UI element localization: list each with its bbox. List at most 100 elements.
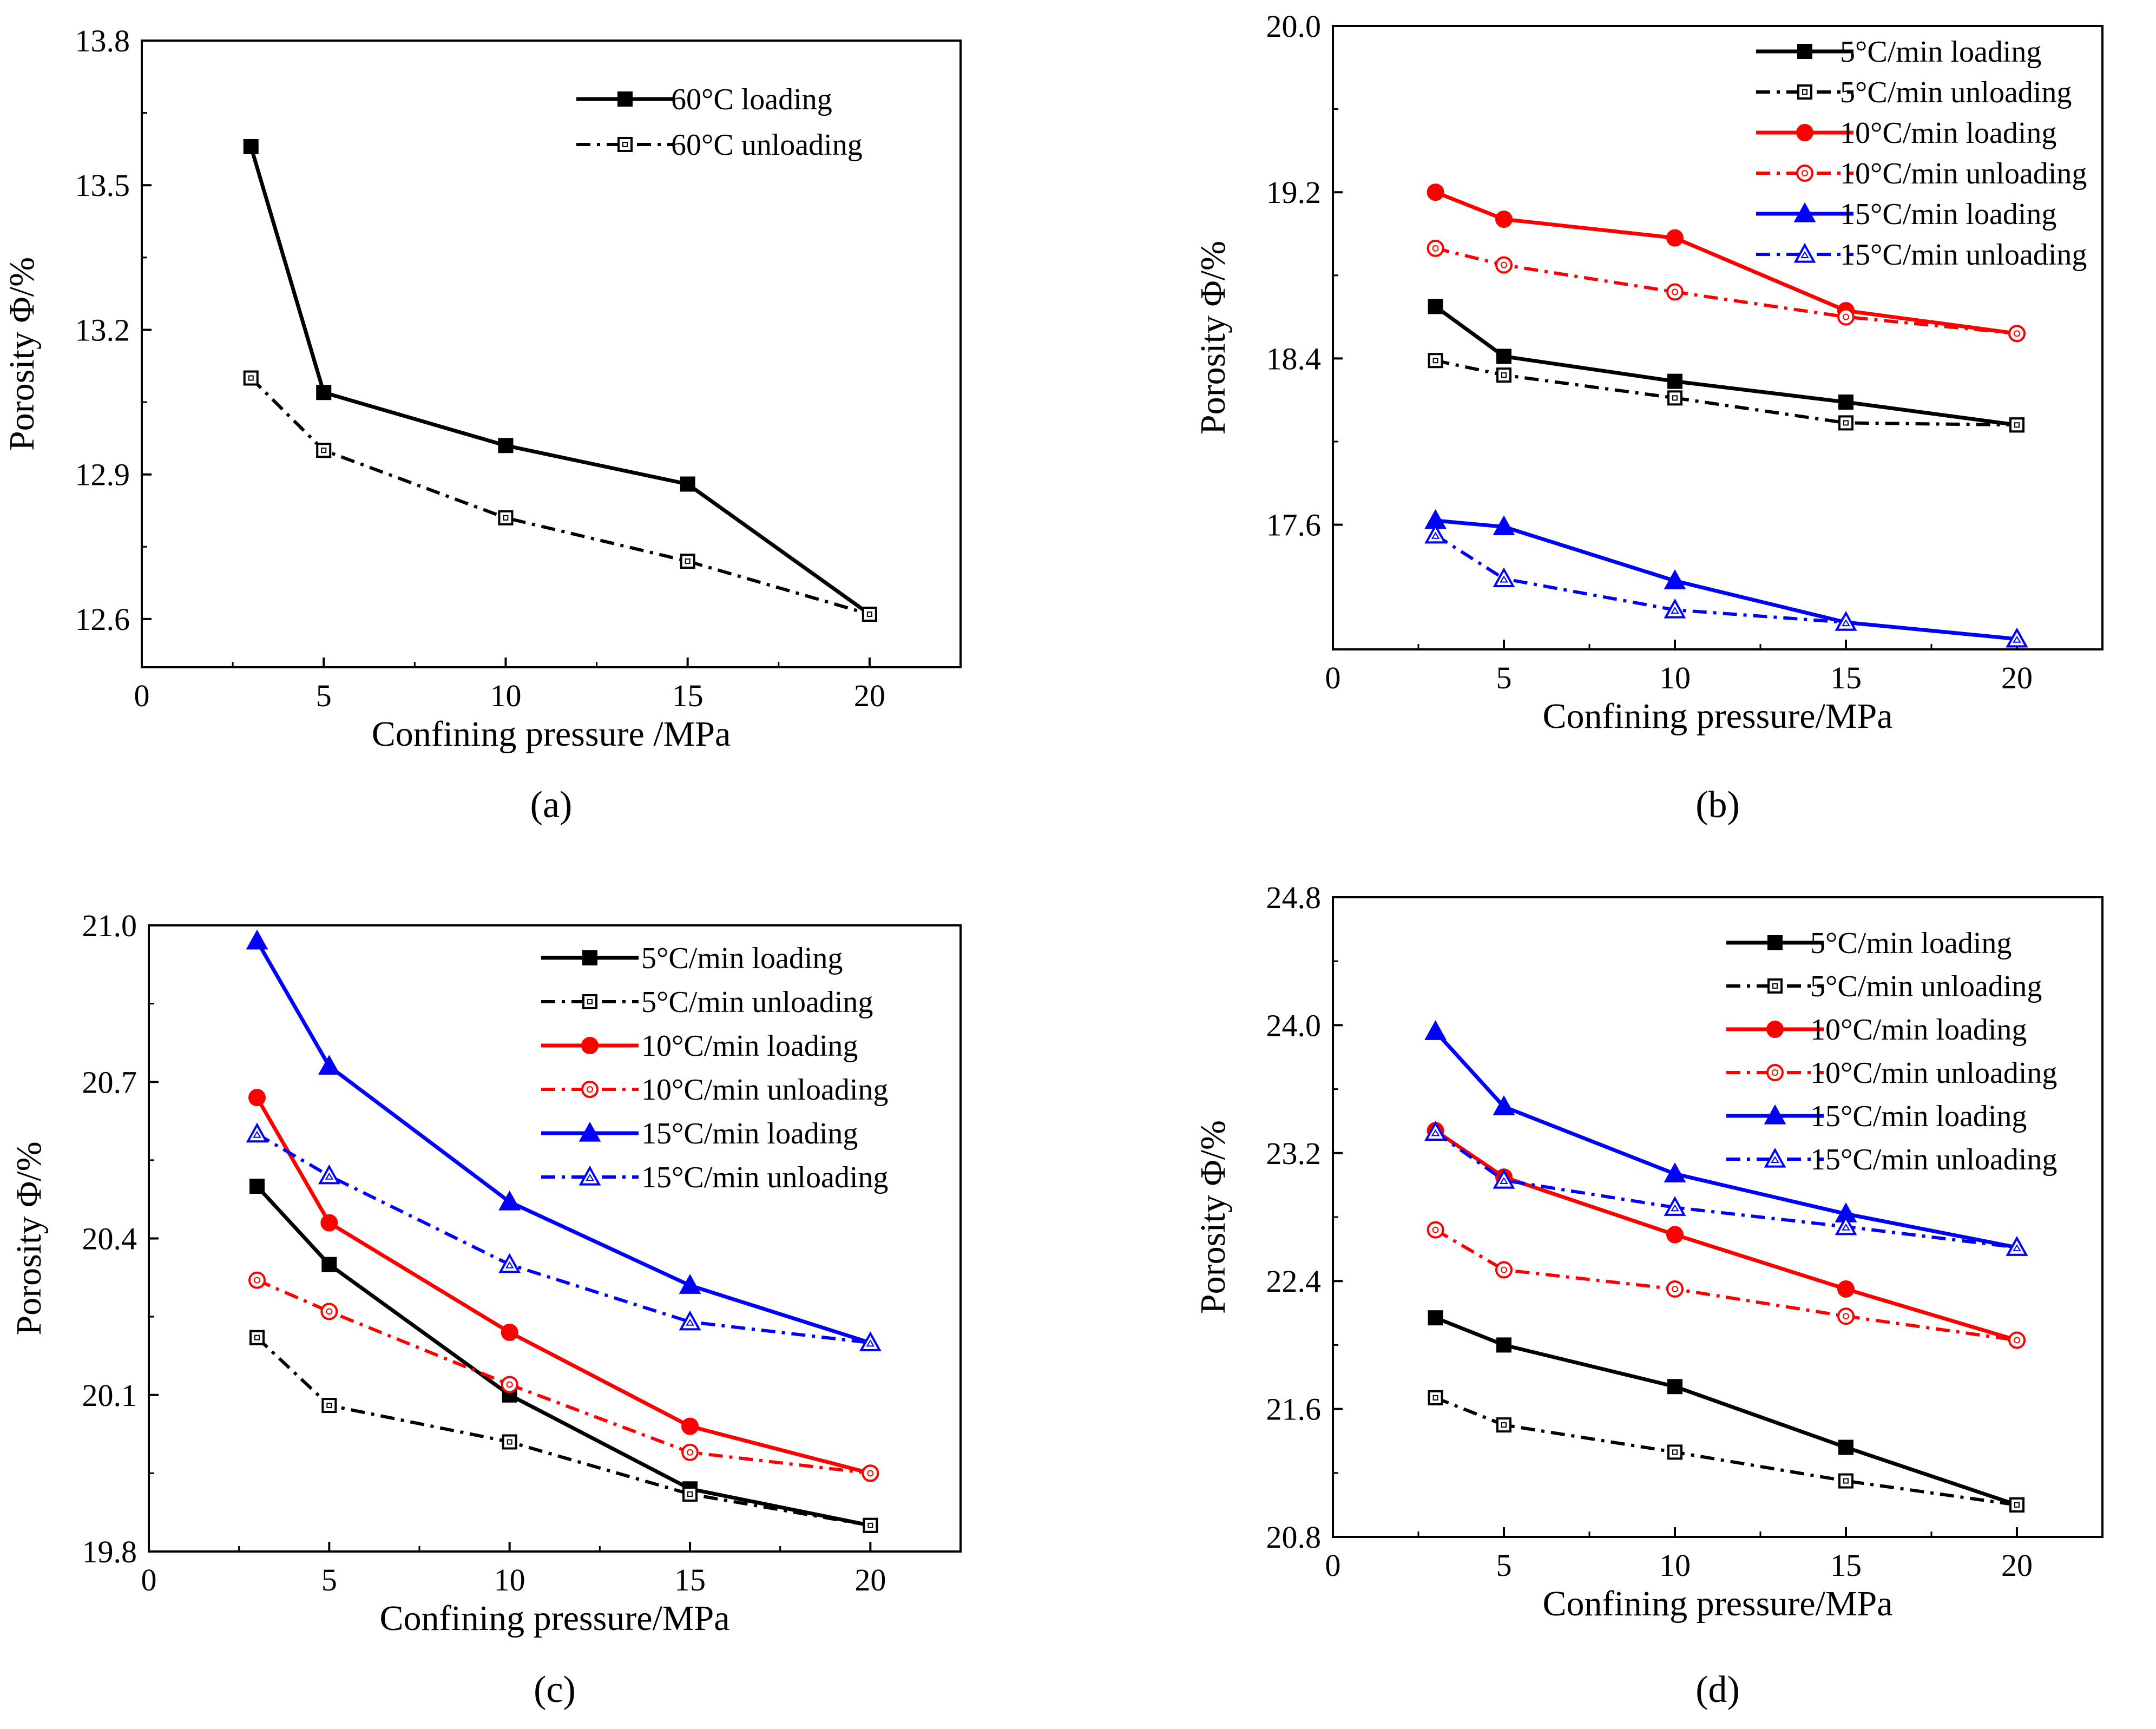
data-point-inner <box>2014 330 2020 337</box>
data-point <box>1427 183 1444 201</box>
data-point <box>1835 610 1857 631</box>
series-3: 10°C/min unloading <box>1427 157 2087 343</box>
y-tick-label: 23.2 <box>1266 1136 1322 1171</box>
series-line <box>1435 518 2017 641</box>
data-point <box>1496 1417 1511 1433</box>
data-point-inner <box>1843 1313 1849 1320</box>
data-point <box>1496 1337 1511 1353</box>
data-point-inner <box>253 1130 261 1138</box>
data-point-inner <box>1671 1204 1679 1212</box>
y-tick-label: 20.7 <box>82 1064 137 1100</box>
data-point-inner <box>325 1172 334 1180</box>
data-point <box>863 1517 878 1533</box>
data-point <box>502 1434 517 1450</box>
data-point <box>679 1310 701 1331</box>
legend-marker-inner <box>1802 170 1808 176</box>
series-line <box>1434 1130 2017 1250</box>
series-4: 15°C/min loading <box>1424 198 2056 648</box>
data-point-inner <box>866 1339 875 1347</box>
x-tick-label: 15 <box>672 678 704 713</box>
data-point <box>1428 353 1443 369</box>
data-point <box>1664 598 1686 619</box>
data-point <box>1424 1020 1447 1040</box>
legend-label: 5°C/min unloading <box>1840 76 2072 109</box>
data-point-inner <box>1843 1478 1849 1484</box>
x-tick-label: 15 <box>1830 1548 1862 1583</box>
data-point <box>681 1417 699 1435</box>
x-tick-label: 20 <box>854 678 885 713</box>
data-point <box>1664 569 1686 589</box>
data-point <box>1667 1379 1682 1395</box>
data-point <box>2008 1331 2026 1349</box>
legend-marker <box>1797 44 1812 59</box>
legend-marker-inner <box>622 142 628 147</box>
data-point-inner <box>326 1403 332 1409</box>
data-point <box>498 1253 521 1273</box>
series-0: 5°C/min loading <box>249 942 878 1533</box>
data-point <box>1427 239 1444 257</box>
legend-label: 60°C loading <box>671 83 832 116</box>
data-point <box>1495 1261 1513 1279</box>
series-0: 60°C loading <box>243 83 877 622</box>
data-point-inner <box>326 1308 333 1315</box>
legend-marker <box>579 1165 601 1186</box>
data-point <box>320 1214 338 1232</box>
x-tick-label: 10 <box>494 1562 525 1597</box>
data-point-inner <box>2014 1337 2020 1344</box>
legend-marker <box>1796 124 1813 141</box>
legend-label: 5°C/min loading <box>1840 35 2041 69</box>
series-line <box>255 1185 871 1528</box>
data-point <box>246 929 268 950</box>
x-tick-label: 15 <box>674 1562 706 1597</box>
y-tick-label: 17.6 <box>1266 508 1322 543</box>
data-point-inner <box>2014 422 2020 428</box>
data-point-inner <box>1431 531 1440 539</box>
data-point <box>1667 373 1682 389</box>
data-point <box>1667 1444 1682 1460</box>
y-tick-label: 13.8 <box>75 23 130 58</box>
x-tick-label: 5 <box>1496 1548 1512 1583</box>
data-point-inner <box>505 1261 514 1268</box>
data-point <box>1493 567 1515 588</box>
series-0: 5°C/min loading <box>1428 35 2041 433</box>
y-axis-title: Porosity Φ/% <box>1193 1120 1233 1314</box>
data-point <box>318 1055 340 1075</box>
data-point <box>498 1190 521 1211</box>
legend-marker <box>581 1037 599 1054</box>
legend-label: 10°C/min unloading <box>641 1073 888 1107</box>
data-point-inner <box>2014 1502 2020 1508</box>
data-point <box>679 1274 701 1294</box>
data-point <box>320 1303 338 1320</box>
data-point-inner <box>1500 575 1508 583</box>
data-point-inner <box>506 1381 513 1388</box>
data-point <box>1838 395 1853 410</box>
x-tick-label: 0 <box>134 678 150 713</box>
data-point <box>321 1257 337 1272</box>
legend-label: 15°C/min loading <box>641 1117 858 1151</box>
plot-frame <box>141 40 962 668</box>
data-point-inner <box>866 612 872 617</box>
data-point <box>243 139 259 154</box>
series-0: 5°C/min loading <box>1428 926 2024 1513</box>
x-axis-title: Confining pressure/MPa <box>379 1599 729 1638</box>
legend-label: 5°C/min loading <box>1810 926 2012 960</box>
legend-marker <box>579 1121 601 1142</box>
y-axis-title: Porosity Φ/% <box>1193 241 1233 435</box>
series-line <box>256 1278 871 1475</box>
series-line <box>1435 359 2017 427</box>
x-tick-label: 10 <box>1659 660 1691 695</box>
series-4: 15°C/min loading <box>246 929 882 1351</box>
chart-panel-a: 0 5 10 15 20 12.6 12.9 13.2 13.5 13.8 Confining pr… <box>2 23 962 826</box>
data-point <box>1838 1439 1853 1455</box>
legend-label: 10°C/min loading <box>1810 1013 2027 1047</box>
data-point-inner <box>1432 1226 1439 1233</box>
data-point <box>1428 1310 1443 1326</box>
data-point <box>501 1324 518 1342</box>
series-5: 15°C/min unloading <box>1424 1121 2057 1256</box>
data-point-inner <box>867 1470 874 1477</box>
y-tick-label: 24.0 <box>1266 1008 1322 1043</box>
series-line <box>1435 1228 2017 1342</box>
series-line <box>1434 305 2017 427</box>
data-point <box>316 443 332 458</box>
x-tick-label: 10 <box>490 678 521 713</box>
